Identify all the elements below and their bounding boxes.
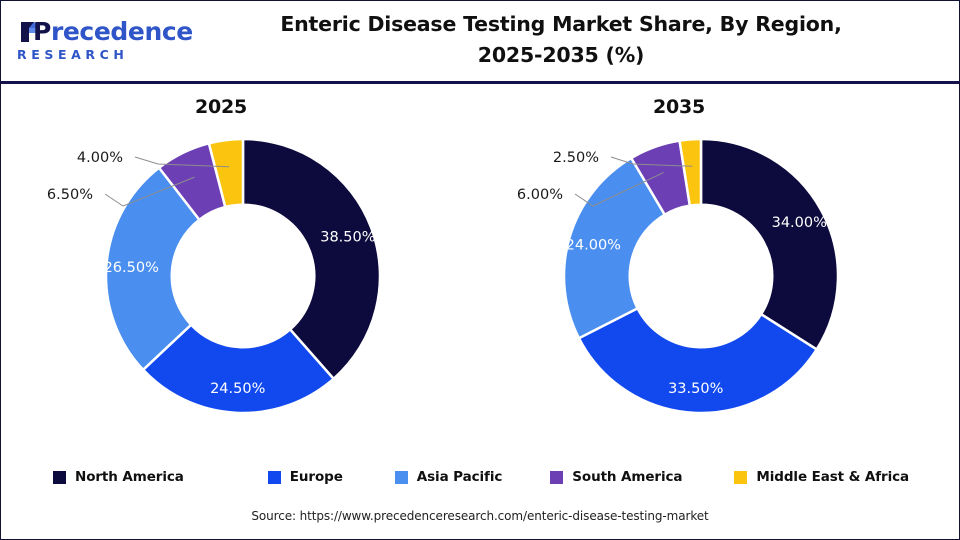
precedence-leaf-mark-icon (21, 22, 40, 42)
legend-label: Asia Pacific (416, 469, 503, 485)
donut-slice[interactable] (104, 165, 202, 372)
legend-label: Europe (289, 469, 343, 485)
legend-label: South America (572, 469, 683, 485)
page-title-line-2: 2025-2035 (%) (477, 43, 645, 67)
source-caption: Source: https://www.precedenceresearch.c… (251, 509, 709, 523)
slice-callout-label: 6.50% (47, 187, 93, 203)
legend-swatch (550, 470, 564, 484)
page-title: Enteric Disease Testing Market Share, By… (191, 9, 931, 71)
legend-item[interactable]: North America (53, 469, 184, 485)
legend-label: North America (75, 469, 184, 485)
chart-title-2035: 2035 (652, 96, 706, 118)
slice-value-label: 24.50% (210, 381, 265, 397)
chart-title-2025: 2025 (194, 96, 248, 118)
leader-line (610, 156, 693, 167)
logo-wordmark-cap: P (33, 17, 51, 46)
donut-2025-svg: 38.50% 24.50% 26.50% 6.50% 4.00% (47, 137, 382, 415)
legend-item[interactable]: South America (550, 469, 683, 485)
legend-item[interactable]: Asia Pacific (394, 469, 503, 485)
page-title-line-1: Enteric Disease Testing Market Share, By… (280, 12, 842, 36)
donut-slice[interactable] (699, 137, 840, 352)
slice-callout-label: 2.50% (553, 150, 599, 166)
donut-slice[interactable] (141, 323, 336, 415)
slice-value-label: 34.00% (772, 215, 827, 231)
leader-line (104, 176, 195, 207)
leader-line (134, 156, 230, 168)
slice-callout-label: 4.00% (77, 150, 123, 166)
slice-value-label: 38.50% (320, 229, 375, 245)
donut-2035-svg: 34.00% 33.50% 24.00% 6.00% 2.50% (517, 137, 840, 415)
donut-chart-2035: 2035 34.00% 33.50% 24.00% 6.00% 2.50% (481, 96, 921, 451)
logo-wordmark-rest: recedence (50, 17, 193, 46)
donut-slice[interactable] (207, 137, 245, 209)
chart-legend: North America Europe Asia Pacific South Ame… (1, 461, 959, 493)
donut-2035-wrap: 34.00% 33.50% 24.00% 6.00% 2.50% (481, 124, 921, 444)
legend-label: Middle East & Africa (756, 469, 910, 485)
donut-2025-wrap: 38.50% 24.50% 26.50% 6.50% 4.00% (23, 124, 463, 444)
legend-item[interactable]: Europe (267, 469, 343, 485)
legend-swatch (267, 470, 281, 484)
slice-value-label: 26.50% (104, 260, 159, 276)
legend-item[interactable]: Middle East & Africa (734, 469, 909, 485)
header-bar: Precedence RESEARCH Enteric Disease Test… (1, 1, 959, 84)
legend-swatch (53, 470, 66, 484)
logo-subtitle: RESEARCH (17, 47, 129, 62)
slice-callout-label: 6.00% (517, 187, 563, 203)
slice-value-label: 24.00% (566, 238, 621, 254)
precedence-research-logo: Precedence RESEARCH (15, 17, 193, 67)
slice-value-label: 33.50% (668, 381, 723, 397)
logo-wordmark: Precedence (33, 17, 193, 47)
leader-line (574, 171, 664, 207)
legend-swatch (734, 470, 748, 484)
donut-slice[interactable] (241, 137, 382, 381)
donut-chart-2025: 2025 38.50% 24.50% 26.50% 6.50% 4.00% (23, 96, 463, 451)
legend-swatch (394, 470, 408, 484)
donut-slice[interactable] (577, 306, 819, 415)
donut-slice[interactable] (678, 137, 703, 208)
